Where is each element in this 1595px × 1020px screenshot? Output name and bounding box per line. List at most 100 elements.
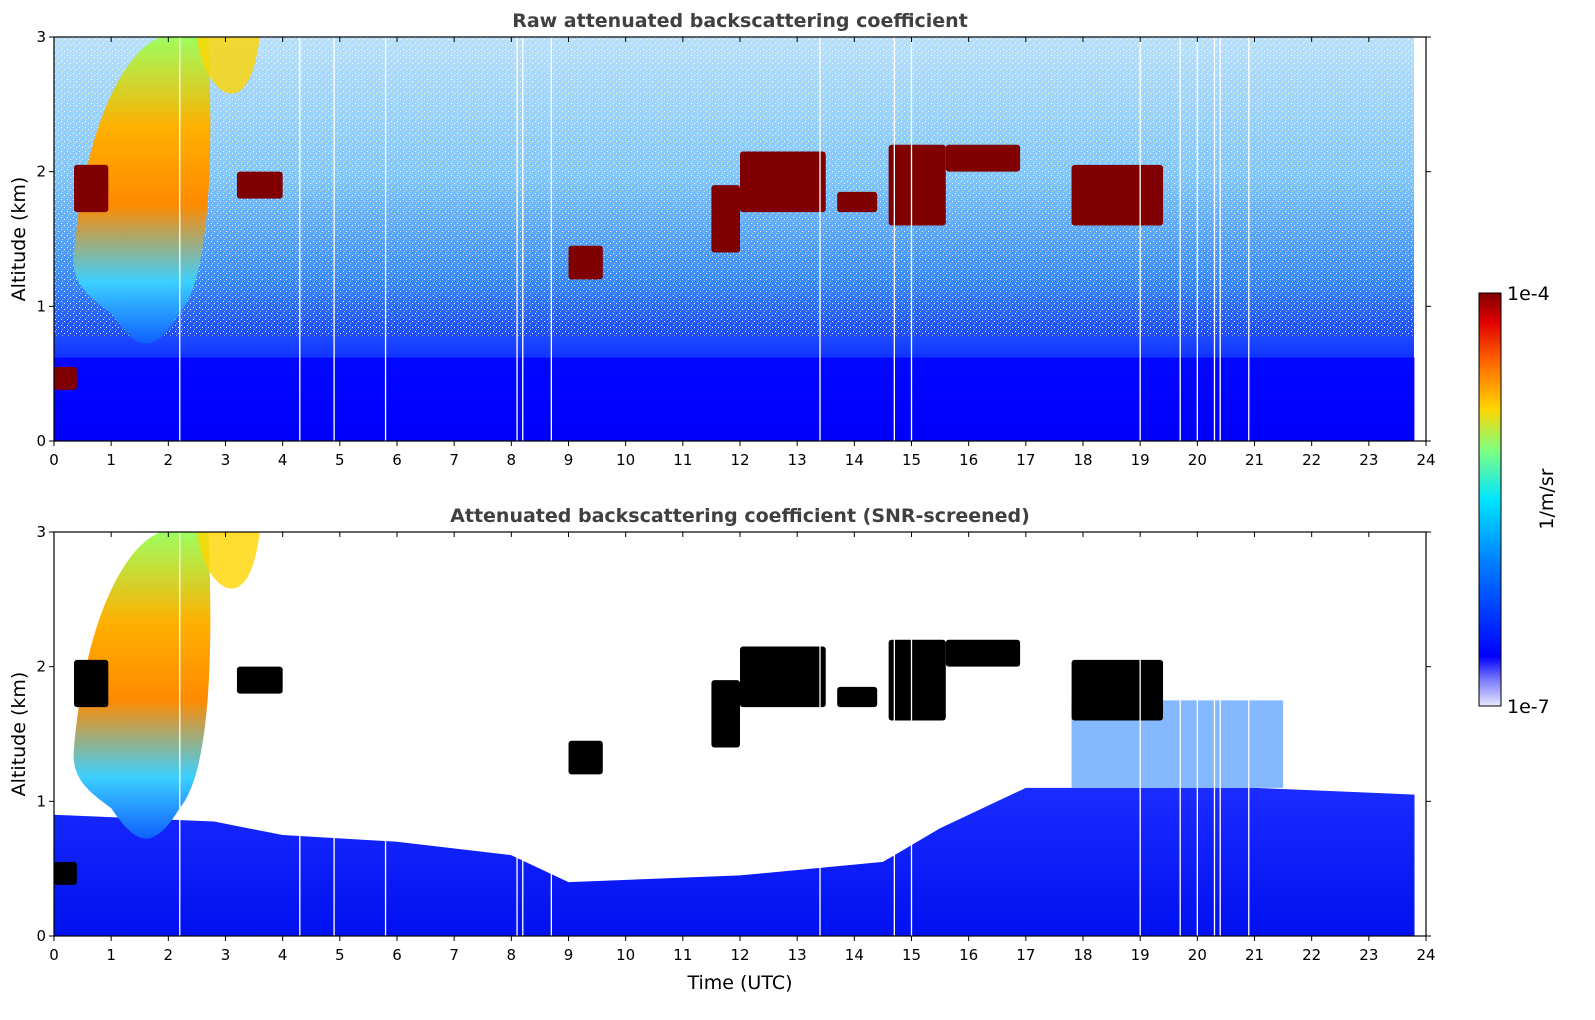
x-tick-label: 13 [788,946,807,964]
x-tick-label: 3 [221,451,231,469]
x-tick-label: 15 [902,451,921,469]
x-tick-label: 16 [959,946,978,964]
boundary-layer [54,357,1415,441]
colorbar-min-label: 1e-7 [1507,696,1550,718]
no-data-region [1414,37,1426,441]
x-tick-label: 12 [730,946,749,964]
screened-boundary-layer [54,787,1415,936]
upper-aerosol [196,37,260,94]
screened-cloud-patch [837,686,878,708]
x-tick-label: 8 [507,946,517,964]
x-tick-label: 2 [164,451,174,469]
y-tick-label: 2 [36,163,46,181]
x-tick-label: 2 [164,946,174,964]
x-tick-label: 13 [788,451,807,469]
x-tick-label: 20 [1188,451,1207,469]
x-tick-label: 24 [1416,946,1435,964]
x-tick-label: 8 [507,451,517,469]
screened-cloud-patch [568,740,603,775]
screened-cloud-patch [54,861,77,885]
x-tick-label: 21 [1245,946,1264,964]
x-tick-label: 1 [106,946,116,964]
cloud-patch [74,164,109,213]
colorbar-max-label: 1e-4 [1507,283,1550,305]
cloud-patch [568,245,603,280]
bottom-panel-title: Attenuated backscattering coefficient (S… [450,505,1030,527]
screened-cloud-patch [1083,707,1129,721]
x-tick-label: 9 [564,451,574,469]
y-tick-label: 0 [36,927,46,945]
y-tick-label: 3 [36,28,46,46]
y-tick-label: 1 [36,792,46,810]
screened-cloud-patch [945,639,1021,667]
colorbar-unit-label: 1/m/sr [1536,468,1558,529]
x-tick-label: 17 [1016,451,1035,469]
cloud-patch [837,191,878,213]
x-tick-label: 12 [730,451,749,469]
cloud-patch [945,144,1021,172]
x-tick-label: 10 [616,946,635,964]
screened-cloud-patch [236,666,283,694]
x-tick-label: 1 [106,451,116,469]
x-tick-label: 22 [1302,946,1321,964]
x-tick-label: 14 [845,451,864,469]
x-tick-label: 23 [1359,946,1378,964]
colorbar: 1e-4 1e-7 1/m/sr [1478,283,1558,718]
screened-cloud-patch [74,659,109,708]
x-tick-label: 19 [1131,946,1150,964]
x-tick-label: 6 [392,946,402,964]
colorbar-gradient [1478,292,1502,707]
x-tick-label: 11 [673,946,692,964]
raw-backscatter-panel: Raw attenuated backscattering coefficien… [8,10,1436,469]
cloud-patch [1083,212,1129,226]
x-tick-label: 18 [1073,451,1092,469]
x-tick-label: 24 [1416,451,1435,469]
x-tick-label: 3 [221,946,231,964]
cloud-patch [236,171,283,199]
top-heatmap [54,37,1426,441]
cloud-patch [740,151,826,213]
screened-no-data-region [1414,532,1426,936]
x-tick-label: 6 [392,451,402,469]
x-tick-label: 23 [1359,451,1378,469]
cloud-patch [888,144,946,226]
screened-cloud-patch [711,680,740,748]
x-tick-label: 21 [1245,451,1264,469]
aerosol-plume [73,37,211,344]
x-tick-label: 5 [335,946,345,964]
x-tick-label: 20 [1188,946,1207,964]
x-tick-label: 18 [1073,946,1092,964]
bottom-ylabel: Altitude (km) [8,672,30,797]
x-tick-label: 0 [49,946,59,964]
bottom-heatmap [54,532,1426,936]
x-tick-label: 0 [49,451,59,469]
y-tick-label: 2 [36,658,46,676]
top-panel-title: Raw attenuated backscattering coefficien… [512,10,968,32]
cloud-patch [711,185,740,253]
x-tick-label: 19 [1131,451,1150,469]
x-tick-label: 9 [564,946,574,964]
screened-cloud-patch [740,646,826,708]
x-tick-label: 10 [616,451,635,469]
y-tick-label: 1 [36,297,46,315]
cloud-patch [54,366,77,390]
x-tick-label: 4 [278,451,288,469]
top-ylabel: Altitude (km) [8,177,30,302]
screened-aerosol-plume [73,532,211,839]
x-tick-label: 15 [902,946,921,964]
y-tick-label: 0 [36,432,46,450]
bottom-xlabel: Time (UTC) [686,972,792,994]
x-tick-label: 14 [845,946,864,964]
x-tick-label: 5 [335,451,345,469]
x-tick-label: 7 [449,451,459,469]
x-tick-label: 22 [1302,451,1321,469]
y-tick-label: 3 [36,523,46,541]
x-tick-label: 4 [278,946,288,964]
snr-screened-panel: Attenuated backscattering coefficient (S… [8,505,1436,994]
x-tick-label: 17 [1016,946,1035,964]
x-tick-label: 7 [449,946,459,964]
x-tick-label: 11 [673,451,692,469]
screened-cloud-patch [888,639,946,721]
screened-upper-aerosol [196,532,260,589]
